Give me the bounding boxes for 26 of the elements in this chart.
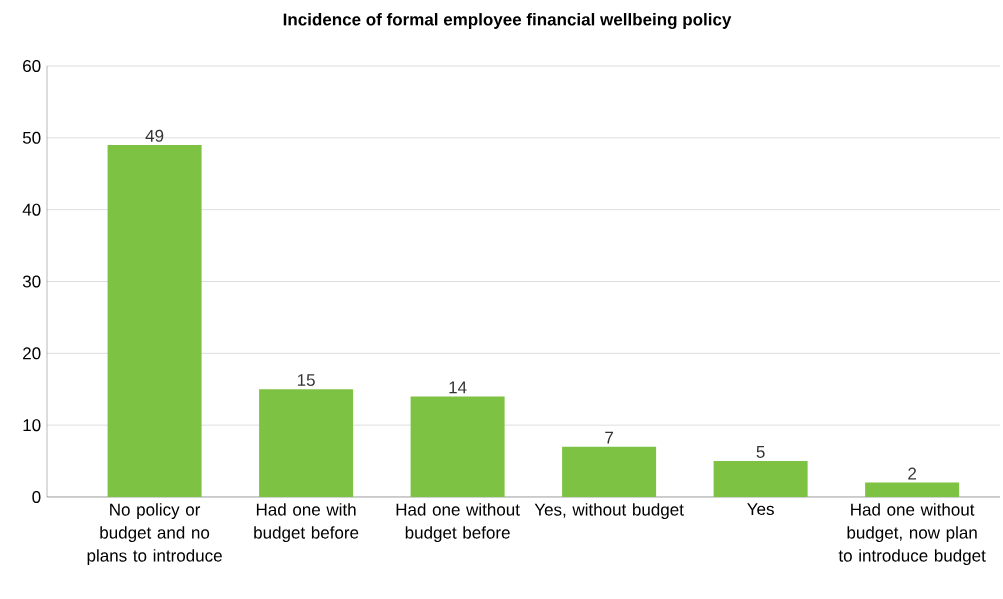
data-label: 5 (756, 446, 765, 458)
bar (562, 446, 657, 497)
data-label: 49 (145, 129, 164, 142)
bar (259, 389, 354, 497)
y-tick-label: 50 (22, 131, 41, 144)
data-label: 7 (605, 431, 613, 444)
x-tick-label: Yes, without budget (534, 503, 684, 520)
y-tick-label: 30 (22, 275, 41, 288)
chart-title: Incidence of formal employee financial wellbeing policy (283, 13, 732, 29)
y-tick-label: 0 (32, 490, 41, 504)
bar (865, 482, 960, 497)
bar (713, 461, 808, 497)
x-tick-label: Had one with budget before (254, 503, 359, 543)
y-tick-label: 60 (23, 59, 41, 73)
x-tick-label: Had one without budget, now plan to introduce budget (838, 503, 986, 566)
bar (410, 396, 505, 497)
data-label: 2 (908, 467, 916, 480)
x-tick-label: Had one without budget before (396, 503, 520, 543)
bar (107, 145, 202, 497)
data-label: 14 (449, 381, 467, 394)
x-tick-label: Yes (747, 503, 774, 516)
data-label: 15 (297, 374, 315, 387)
x-tick-label: No policy or budget and no plans to introduce (87, 503, 222, 566)
y-tick-label: 40 (22, 203, 41, 216)
y-tick-label: 20 (23, 347, 41, 360)
y-tick-label: 10 (23, 419, 41, 432)
